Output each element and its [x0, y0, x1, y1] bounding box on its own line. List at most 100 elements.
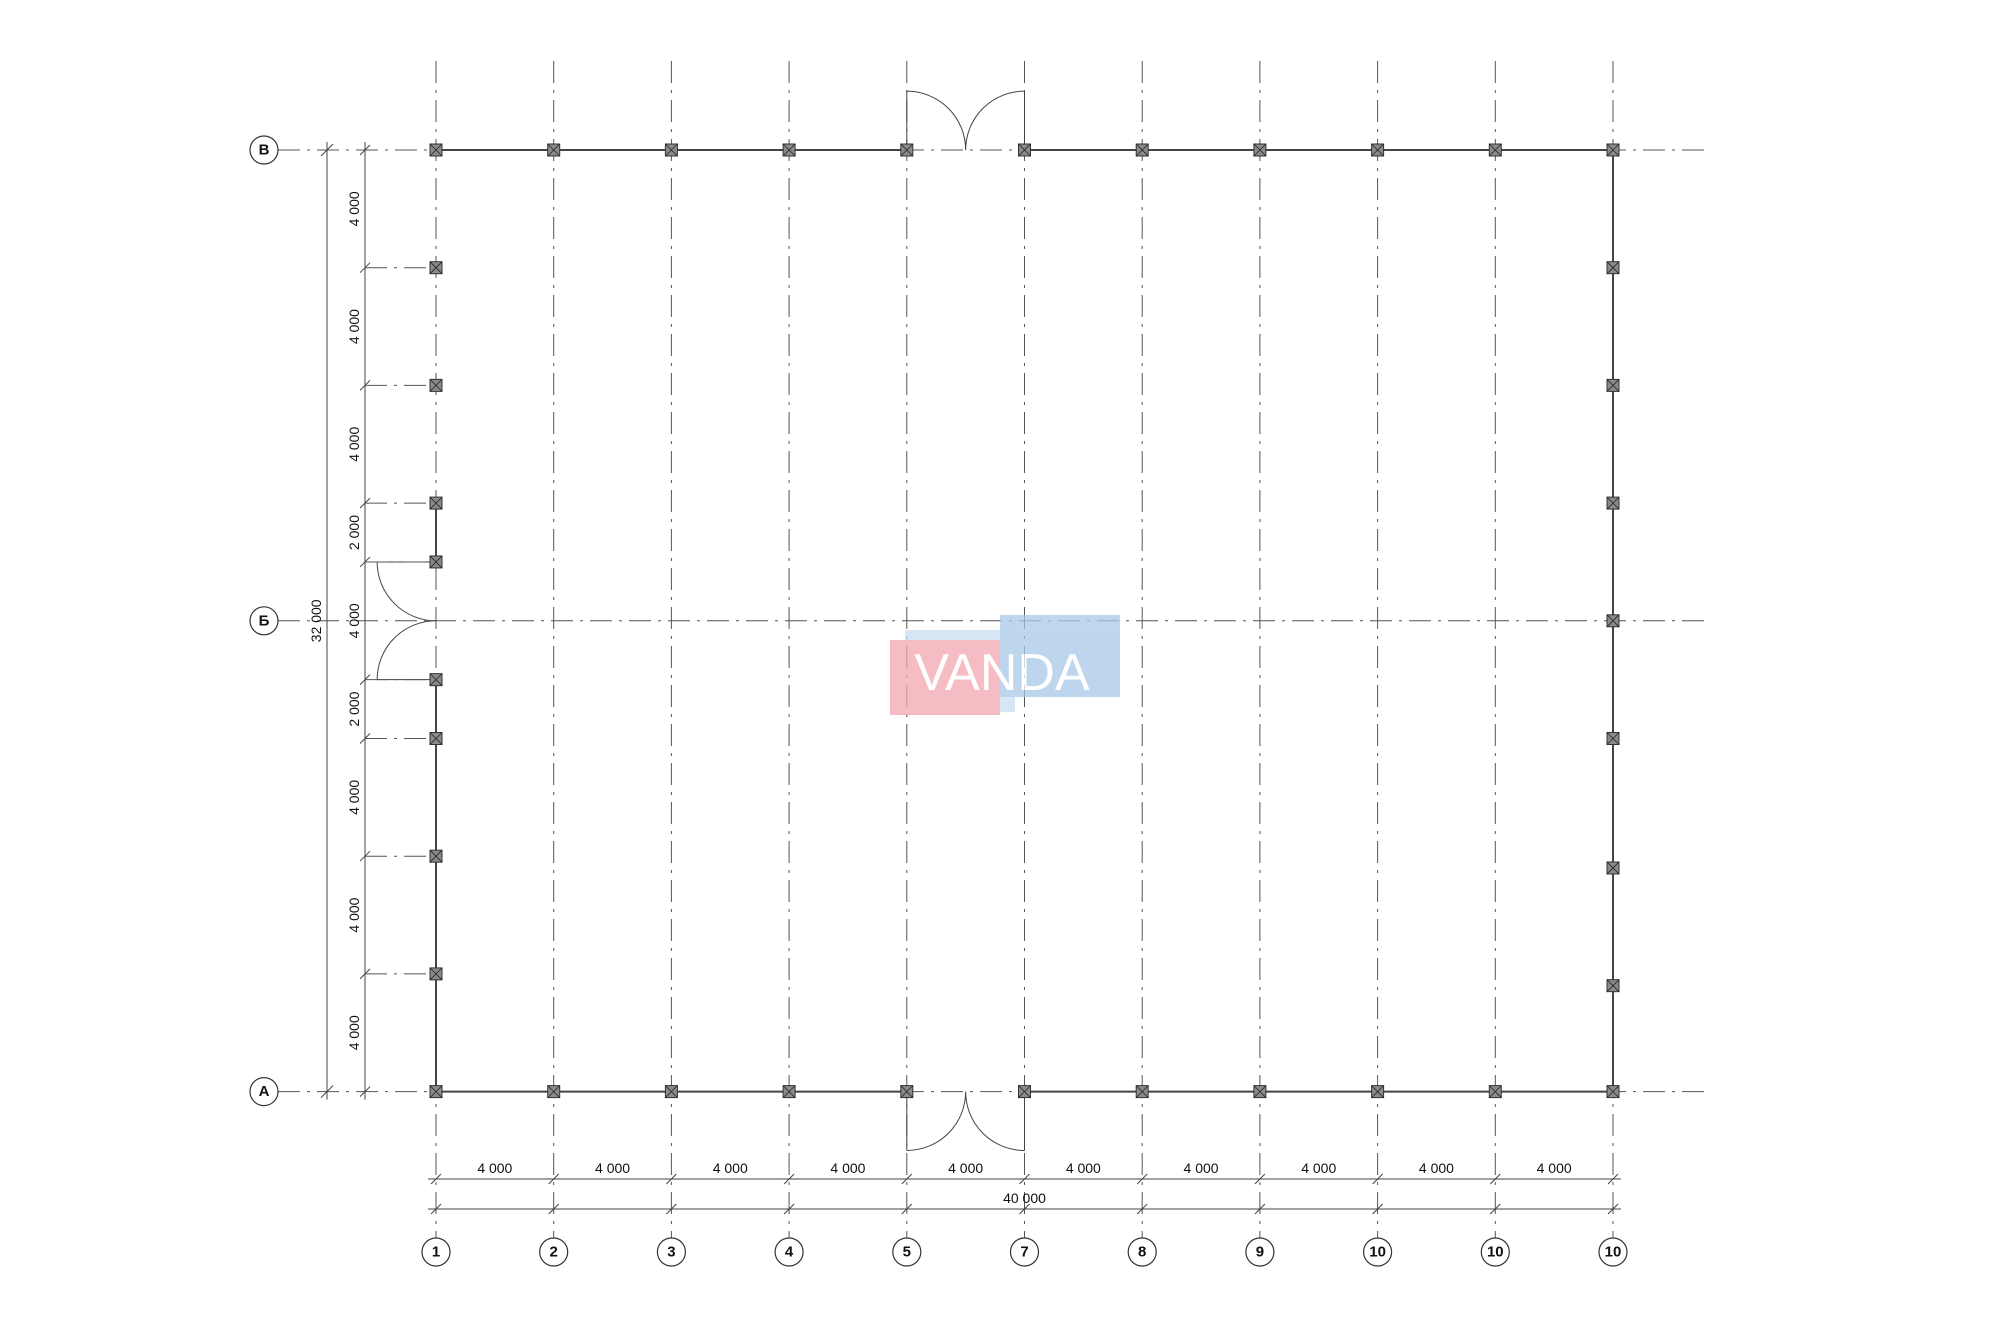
dimension-label: 4 000	[1066, 1160, 1101, 1176]
column-cross	[1371, 1085, 1384, 1098]
column-cross	[429, 496, 443, 510]
column-cross	[1371, 143, 1384, 157]
column-axis-label: 9	[1256, 1244, 1264, 1261]
dimension-tick	[1019, 1173, 1030, 1185]
column-cross	[429, 379, 443, 392]
dimension-tick	[783, 1203, 795, 1215]
column-axis-label: 7	[1020, 1244, 1028, 1261]
door-swing-arc	[376, 561, 437, 680]
dimension-tick	[359, 144, 371, 156]
column-axis-bubble	[1362, 1237, 1393, 1267]
vanda-watermark-logo: VANDA	[890, 615, 1120, 715]
column-cross	[1135, 143, 1149, 157]
dimension-label: 4 000	[713, 1160, 748, 1176]
dimension-label: 4 000	[830, 1160, 865, 1176]
dimension-tick	[1372, 1173, 1383, 1185]
column-cross	[429, 967, 443, 981]
column-cross	[429, 1085, 443, 1098]
columns	[429, 143, 1620, 1099]
dimension-tick	[1254, 1173, 1266, 1185]
axis-bubbles: 1 2 3 4 5 7 8 9 10 10 10 В Б А	[249, 135, 1628, 1267]
column-axis-bubble	[656, 1237, 687, 1267]
column-cross	[1606, 261, 1620, 274]
column-cross	[429, 261, 443, 274]
dimension-label: 4 000	[948, 1160, 983, 1176]
dimension-tick	[666, 1173, 677, 1185]
row-axis-label: Б	[259, 612, 270, 629]
column-cross	[1606, 143, 1620, 157]
column-cross	[429, 143, 443, 157]
column-cross	[782, 1085, 796, 1098]
dimension-label: 4 000	[1419, 1160, 1454, 1176]
dimension-label: 4 000	[1184, 1160, 1219, 1176]
column-cross	[900, 143, 914, 157]
column-axis-label: 3	[667, 1244, 675, 1261]
dimension-tick	[666, 1203, 677, 1215]
column-axis-label: 2	[550, 1244, 558, 1261]
dimension-total-label: 40 000	[1003, 1190, 1046, 1206]
column-axis-label: 5	[903, 1244, 911, 1261]
column-cross	[429, 849, 443, 863]
column-cross	[1606, 732, 1620, 745]
dimension-tick	[901, 1173, 913, 1185]
column-cross	[1489, 143, 1502, 157]
column-cross	[1606, 979, 1620, 992]
row-axis-label: А	[259, 1083, 270, 1100]
column-axis-label: 4	[785, 1244, 794, 1261]
column-cross	[1253, 143, 1267, 157]
column-cross	[1606, 614, 1620, 628]
dimension-tick	[1136, 1203, 1148, 1215]
dimension-tick	[1254, 1203, 1266, 1215]
column-cross	[1018, 1085, 1031, 1098]
dimension-label: 4 000	[346, 780, 362, 815]
dimension-tick	[1489, 1203, 1501, 1215]
column-axis-bubble	[774, 1237, 804, 1267]
row-axis-bubble	[249, 135, 279, 165]
dimension-total-label: 32 000	[308, 599, 324, 642]
dimension-label: 4 000	[346, 897, 362, 932]
column-cross	[429, 673, 443, 686]
column-axis-label: 10	[1605, 1244, 1622, 1261]
dimension-label: 4 000	[1301, 1160, 1336, 1176]
dimension-tick	[359, 1086, 371, 1097]
column-cross	[1606, 1085, 1620, 1098]
dimension-label: 4 000	[346, 603, 362, 638]
column-cross	[782, 143, 796, 157]
dimension-tick	[320, 143, 334, 157]
dimension-tick	[430, 1173, 442, 1185]
dimension-tick	[430, 1203, 442, 1215]
dimension-label: 4 000	[346, 1015, 362, 1050]
row-axis-bubble	[249, 1076, 279, 1107]
column-axis-bubble	[1480, 1237, 1510, 1267]
dimension-tick	[320, 1085, 334, 1098]
row-axis-bubble	[249, 606, 279, 636]
column-cross	[1135, 1085, 1149, 1098]
dimension-tick	[548, 1203, 560, 1215]
column-axis-bubble	[1127, 1237, 1157, 1267]
column-cross	[1489, 1085, 1502, 1098]
column-axis-label: 10	[1369, 1244, 1386, 1261]
row-axis-label: В	[259, 142, 270, 159]
column-axis-label: 8	[1138, 1244, 1146, 1261]
dimension-label: 4 000	[1537, 1160, 1572, 1176]
column-cross	[1253, 1085, 1267, 1098]
dimensions: 4 000 4 000 4 000 4 000 4 000 4 000 4 000 4 000…	[308, 142, 1621, 1215]
dimension-tick	[1607, 1203, 1619, 1215]
column-cross	[900, 1085, 914, 1098]
column-cross	[1018, 143, 1031, 157]
dimension-label: 4 000	[346, 309, 362, 344]
dimension-label: 2 000	[346, 691, 362, 726]
dimension-tick	[1019, 1203, 1030, 1215]
column-cross	[429, 555, 443, 569]
column-cross	[665, 1085, 678, 1098]
column-cross	[1606, 496, 1620, 510]
column-axis-bubble	[1245, 1237, 1275, 1267]
column-axis-bubble	[539, 1237, 569, 1267]
dimension-label: 2 000	[346, 515, 362, 550]
column-axis-label: 1	[432, 1244, 440, 1261]
column-cross	[665, 143, 678, 157]
door-swing-arc	[906, 1091, 1025, 1151]
column-cross	[547, 1085, 560, 1098]
dimension-tick	[1372, 1203, 1383, 1215]
